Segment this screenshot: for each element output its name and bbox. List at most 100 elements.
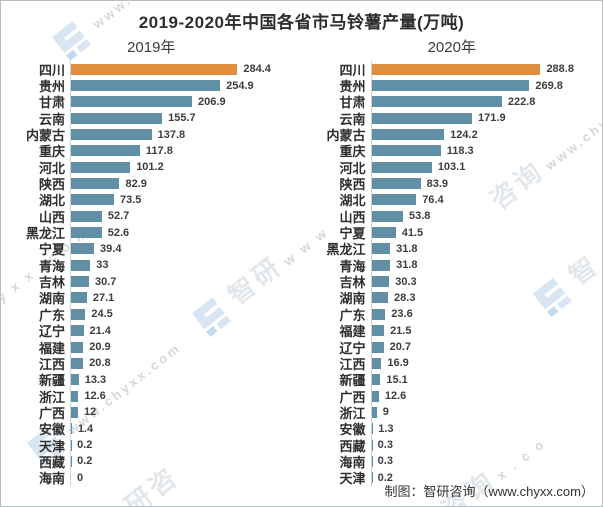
bar-row: 辽宁 20.7	[302, 338, 603, 356]
category-label: 广西	[38, 405, 65, 421]
value-label: 0.3	[377, 439, 393, 452]
bar	[371, 423, 373, 435]
charts-container: 四川 284.4 贵州 254.9 甘肃 206.9 云南 155.7 内蒙古 137.8 重庆 11…	[1, 61, 602, 486]
bar-zone: 20.9	[70, 338, 302, 356]
category-label: 宁夏	[38, 242, 65, 258]
source-credit: 制图：智研咨询（www.chyxx.com）	[384, 484, 594, 499]
bar-row: 宁夏 39.4	[1, 240, 302, 258]
bar-zone: 0.3	[370, 453, 603, 470]
bar-zone: 206.9	[70, 93, 302, 111]
bar-zone: 117.8	[70, 142, 302, 160]
value-label: 53.8	[408, 210, 431, 223]
category-label: 贵州	[339, 79, 366, 95]
value-label: 41.5	[401, 226, 424, 239]
bar-zone: 284.4	[70, 61, 302, 78]
value-label: 101.2	[136, 161, 164, 174]
category-label: 重庆	[38, 144, 65, 160]
category-label: 河北	[38, 160, 65, 176]
bar-zone: 101.2	[70, 159, 302, 176]
bar-zone: 12.6	[70, 387, 302, 405]
bar-zone: 15.1	[370, 371, 603, 388]
bar-row: 海南 0.3	[302, 453, 603, 470]
bar	[71, 178, 120, 190]
bar	[371, 325, 385, 337]
value-label: 24.5	[91, 308, 113, 321]
bar-row: 陕西 82.9	[1, 175, 302, 192]
bar-zone: 23.6	[370, 306, 603, 323]
bar-zone: 118.3	[370, 142, 603, 160]
bar-zone: 222.8	[370, 93, 603, 111]
bar	[71, 341, 84, 353]
bar-row: 黑龙江 31.8	[302, 240, 603, 258]
bar-zone: 137.8	[70, 126, 302, 143]
bar-row: 陕西 83.9	[302, 175, 603, 192]
bar-zone: 0.2	[370, 469, 603, 486]
bar-chart-2020: 四川 288.8 贵州 269.8 甘肃 222.8 云南 171.9 内蒙古 124.2 重庆 11…	[302, 61, 603, 486]
value-label: 0	[77, 471, 84, 484]
value-label: 13.3	[84, 373, 107, 386]
category-label: 甘肃	[38, 95, 65, 111]
bar-zone: 12	[70, 404, 302, 421]
value-label: 20.9	[89, 341, 111, 354]
bar	[71, 210, 102, 222]
value-label: 15.1	[386, 373, 408, 386]
bar-zone: 0.3	[370, 436, 603, 454]
bar-row: 广东 24.5	[1, 306, 302, 323]
value-label: 0.2	[77, 455, 93, 468]
bar-zone: 30.3	[370, 273, 603, 290]
value-label: 288.8	[546, 63, 574, 76]
bar-zone: 9	[370, 404, 603, 421]
bar	[71, 325, 84, 337]
bar-zone: 31.8	[370, 240, 603, 258]
value-label: 27.1	[92, 291, 115, 304]
category-label: 黑龙江	[25, 226, 65, 242]
chart-title: 2019-2020年中国各省市马铃薯产量(万吨)	[138, 13, 465, 32]
value-label: 0.3	[377, 455, 393, 468]
bar-row: 辽宁 21.4	[1, 322, 302, 339]
category-label: 青海	[38, 258, 65, 274]
bar-zone: 254.9	[70, 77, 302, 94]
bar-zone: 20.7	[370, 338, 603, 356]
bar-row: 青海 31.8	[302, 257, 603, 274]
value-label: 21.5	[390, 324, 412, 337]
category-label: 广东	[339, 307, 366, 323]
category-label: 新疆	[38, 373, 65, 389]
category-label: 云南	[339, 111, 366, 127]
bar-zone: 24.5	[70, 306, 302, 323]
bar-zone: 27.1	[70, 289, 302, 307]
bar-zone: 41.5	[370, 224, 603, 241]
bar	[71, 129, 152, 141]
category-label: 吉林	[38, 275, 65, 291]
bar-zone: 288.8	[370, 61, 603, 78]
category-label: 浙江	[38, 389, 65, 405]
bar-row: 吉林 30.3	[302, 273, 603, 290]
bar-row: 西藏 0.2	[1, 453, 302, 470]
bar-row: 贵州 254.9	[1, 77, 302, 94]
value-label: 82.9	[125, 177, 147, 190]
bar-zone: 12.6	[370, 387, 603, 405]
bar-zone: 103.1	[370, 159, 603, 176]
bar-zone: 20.8	[70, 355, 302, 372]
bar-zone: 13.3	[70, 371, 302, 388]
bar-row: 甘肃 222.8	[302, 93, 603, 111]
bar	[71, 374, 79, 386]
bar-row: 贵州 269.8	[302, 77, 603, 95]
value-label: 52.7	[107, 210, 130, 223]
bar-zone: 39.4	[70, 240, 302, 258]
value-label: 12.6	[384, 390, 407, 403]
bar	[371, 406, 377, 418]
bar	[371, 308, 386, 320]
bar	[371, 210, 403, 222]
bar-row: 山西 53.8	[302, 208, 603, 225]
value-label: 103.1	[437, 161, 466, 174]
category-label: 青海	[339, 258, 366, 274]
bar	[71, 406, 79, 418]
bar-zone: 21.5	[370, 322, 603, 339]
bar-row: 福建 20.9	[1, 338, 302, 356]
bar-row: 宁夏 41.5	[302, 224, 603, 241]
category-label: 浙江	[339, 405, 366, 421]
bar-row: 内蒙古 137.8	[1, 126, 302, 143]
value-label: 1.3	[378, 422, 394, 435]
bar-row: 湖北 76.4	[302, 191, 603, 208]
bar-row: 湖南 28.3	[302, 289, 603, 306]
